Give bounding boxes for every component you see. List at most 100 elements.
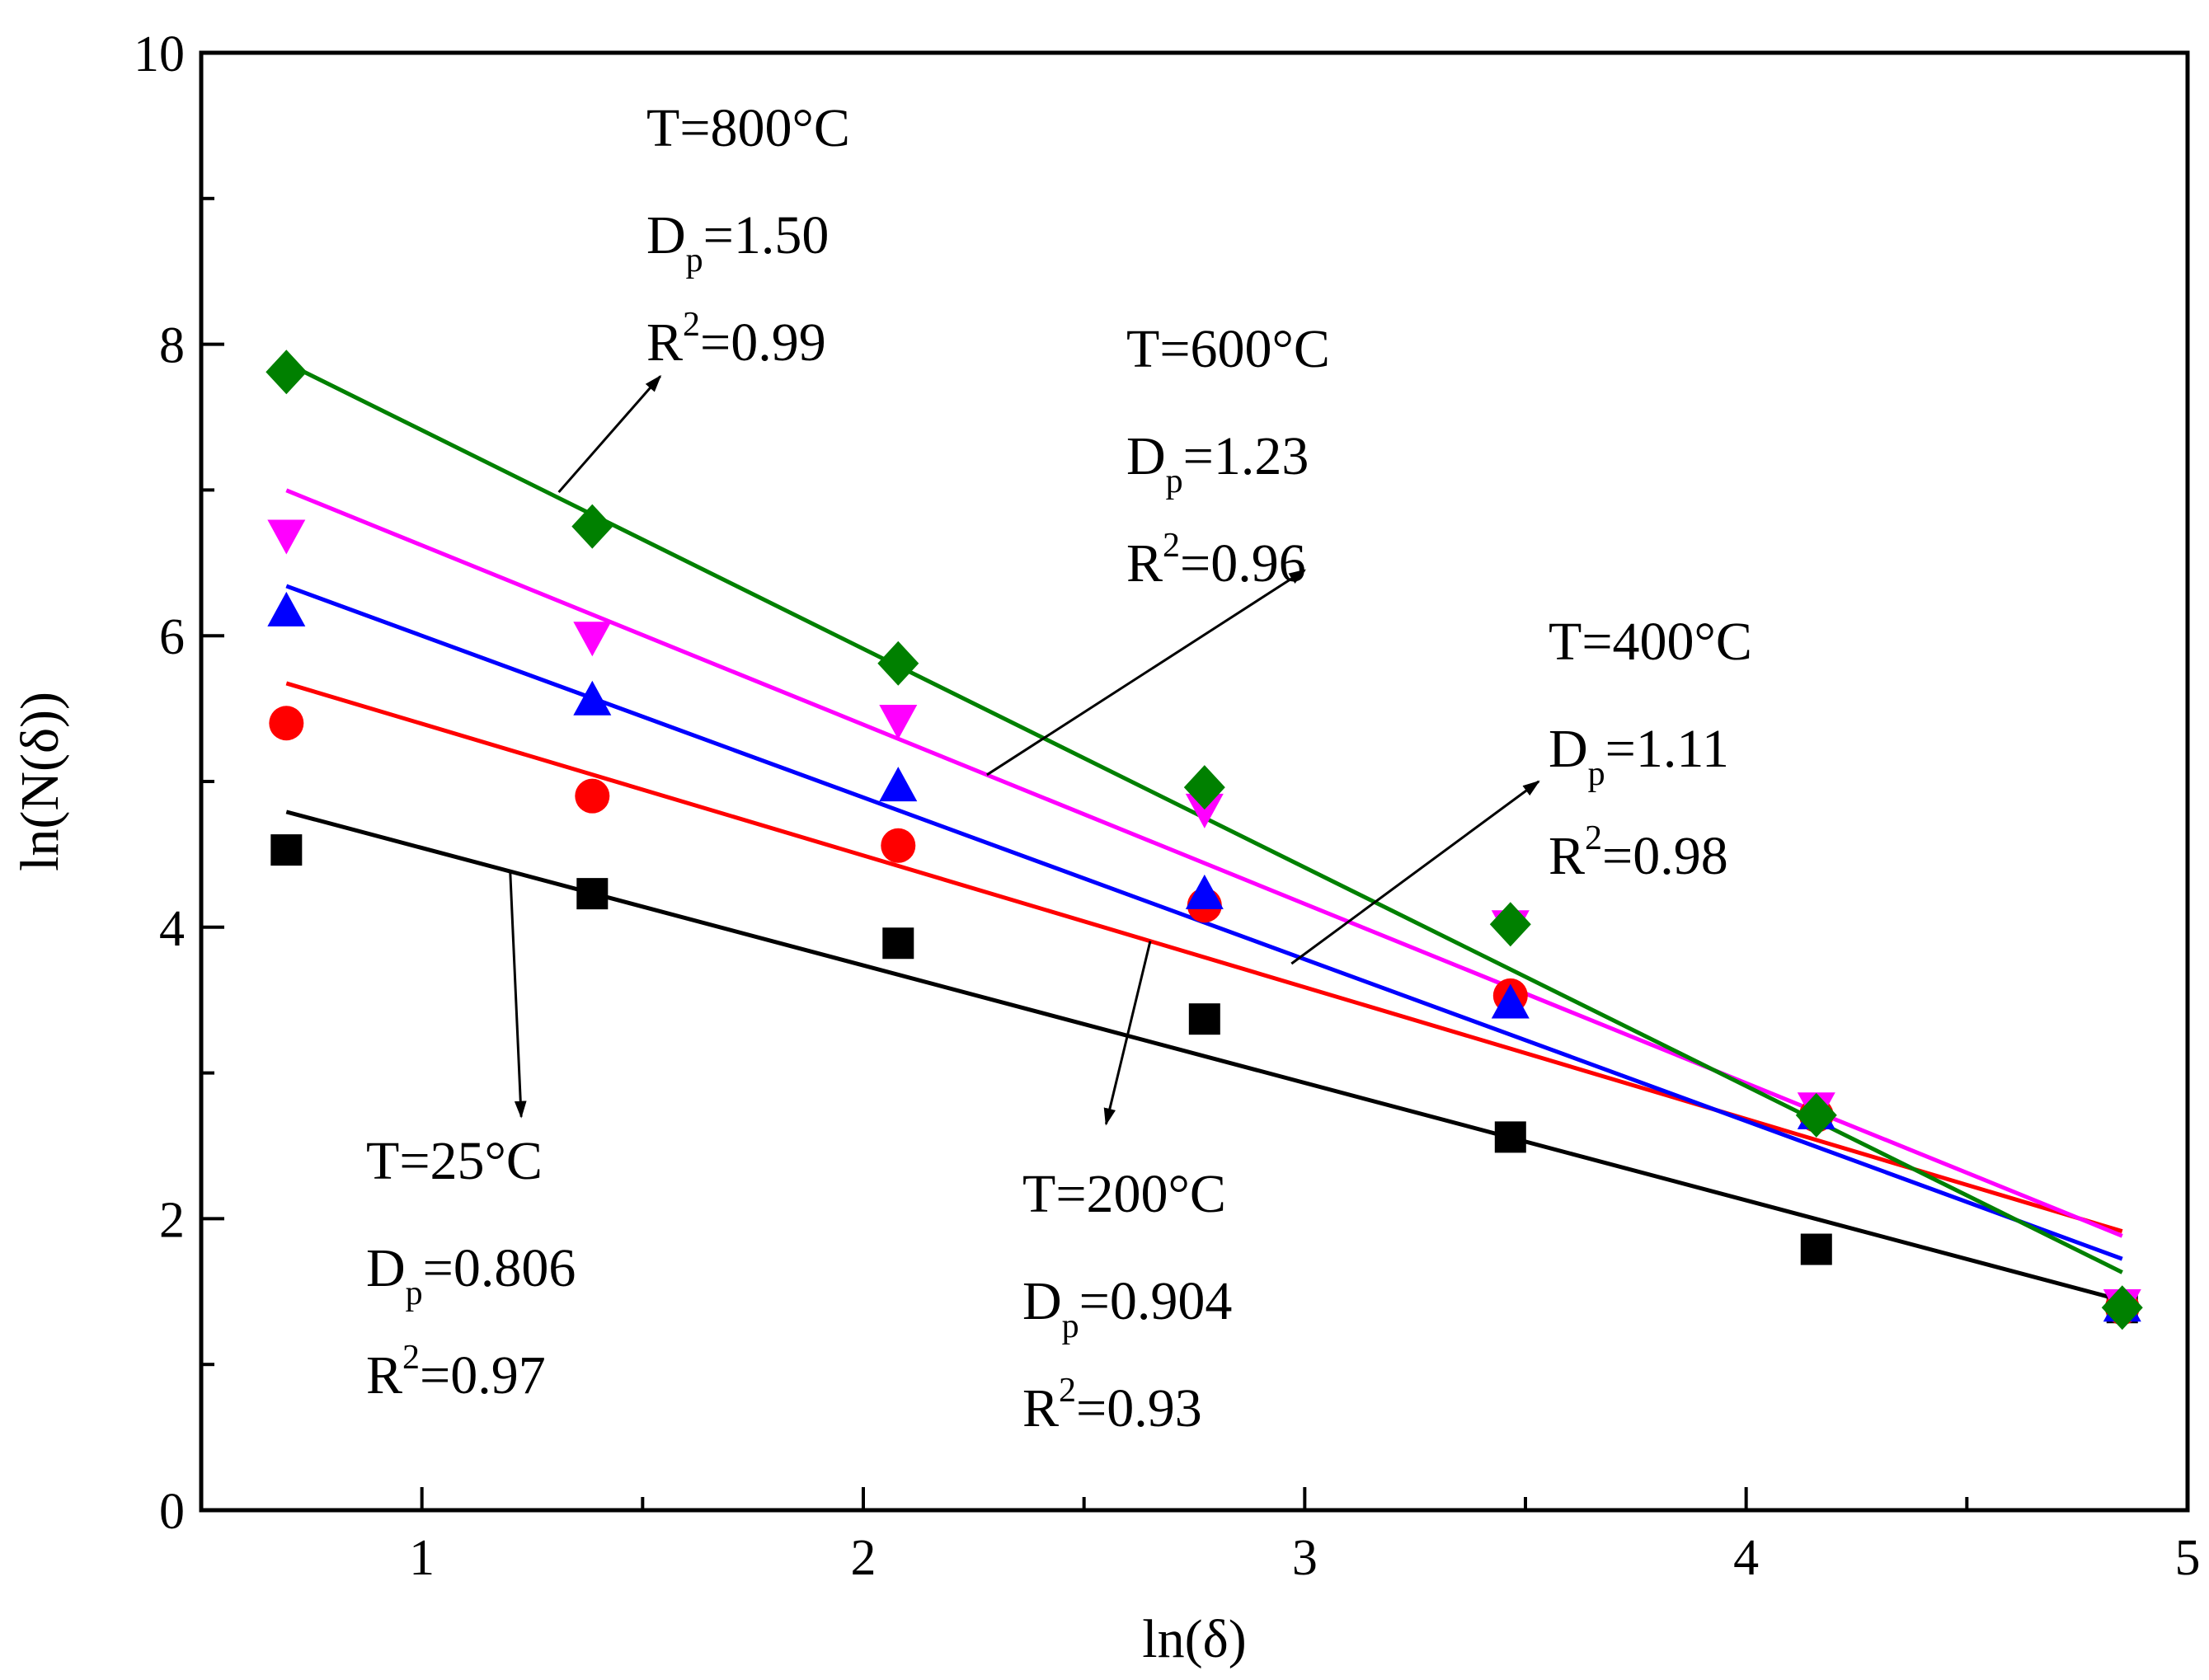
marker-s1-p4: [1188, 1003, 1220, 1035]
r2-value: =0.99: [700, 312, 826, 373]
marker-s3-p5: [1491, 983, 1530, 1019]
marker-s3-p4: [1185, 874, 1224, 909]
r2-superscript: 2: [683, 306, 700, 344]
annotation-r2: R2=0.93: [1022, 1372, 1202, 1438]
dp-subscript: p: [406, 1274, 423, 1312]
r2-symbol: R: [646, 312, 683, 373]
y-tick-label-6: 6: [159, 609, 185, 665]
dp-value: =1.23: [1183, 426, 1309, 486]
annotation-temp: T=600°C: [1126, 319, 1330, 379]
annotation-r2: R2=0.97: [366, 1339, 546, 1405]
dp-value: =0.904: [1079, 1271, 1233, 1331]
r2-symbol: R: [1022, 1378, 1059, 1438]
x-tick-label-4: 4: [1733, 1530, 1759, 1586]
dp-subscript: p: [1166, 462, 1183, 500]
marker-s4-p1: [267, 519, 306, 555]
fit-lines: [285, 361, 2123, 1302]
r2-value: =0.93: [1076, 1378, 1202, 1438]
marker-s5-p6: [1795, 1092, 1837, 1138]
dp-symbol: D: [646, 205, 686, 265]
r2-superscript: 2: [1585, 819, 1602, 857]
marker-s4-p4: [1185, 793, 1224, 828]
x-axis-title: ln(δ): [1142, 1609, 1246, 1669]
annotation-2: T=200°C Dp=0.904 R2=0.93: [1022, 1164, 1232, 1438]
annotation-arrow-3: [1290, 780, 1540, 965]
annotation-temp: T=400°C: [1549, 612, 1752, 672]
r2-symbol: R: [1549, 826, 1585, 886]
marker-s1-p5: [1494, 1121, 1526, 1153]
marker-s5-p7: [2101, 1285, 2143, 1330]
marker-s4-p3: [879, 704, 918, 739]
dp-symbol: D: [366, 1238, 406, 1298]
dp-symbol: D: [1022, 1271, 1062, 1331]
dp-symbol: D: [1549, 719, 1588, 779]
axes: 1 2 3 4 5 0 2 4 6 8 10 ln(δ) ln(N(δ)): [10, 26, 2201, 1669]
marker-s1-p1: [270, 834, 303, 866]
annotation-dp: Dp=1.23: [1126, 426, 1309, 500]
x-tick-label-1: 1: [409, 1530, 435, 1586]
marker-s5-p4: [1183, 765, 1225, 810]
r2-value: =0.96: [1180, 533, 1306, 594]
marker-s5-p2: [571, 504, 613, 549]
annotation-temp: T=200°C: [1022, 1164, 1226, 1224]
marker-s3-p1: [267, 591, 306, 626]
marker-s3-p3: [879, 767, 918, 802]
r2-value: =0.97: [420, 1345, 546, 1405]
annotation-arrow-5: [557, 374, 662, 494]
dp-value: =1.50: [703, 205, 830, 265]
annotation-r2: R2=0.96: [1126, 527, 1306, 594]
dp-subscript: p: [1062, 1307, 1079, 1345]
annotation-arrows: [509, 374, 1540, 1126]
dp-symbol: D: [1126, 426, 1166, 486]
r2-superscript: 2: [1059, 1372, 1076, 1410]
y-tick-label-10: 10: [134, 26, 185, 82]
annotation-4: T=600°C Dp=1.23 R2=0.96: [1126, 319, 1330, 594]
dp-value: =1.11: [1605, 719, 1729, 779]
marker-s2-p2: [575, 778, 610, 814]
r2-value: =0.98: [1602, 826, 1728, 886]
dp-subscript: p: [686, 242, 703, 279]
fit-line-2: [285, 681, 2123, 1234]
marker-s4-p2: [573, 622, 612, 657]
y-tick-label-8: 8: [159, 318, 185, 374]
annotation-3: T=400°C Dp=1.11 R2=0.98: [1549, 612, 1752, 886]
annotation-dp: Dp=0.806: [366, 1238, 576, 1312]
x-tick-label-2: 2: [851, 1530, 877, 1586]
annotation-arrow-4: [986, 569, 1307, 777]
marker-s3-p2: [573, 680, 612, 716]
annotation-arrow-1: [509, 871, 527, 1119]
r2-superscript: 2: [402, 1339, 420, 1377]
y-tick-label-0: 0: [159, 1484, 185, 1540]
y-tick-label-4: 4: [159, 901, 185, 957]
r2-symbol: R: [366, 1345, 402, 1405]
annotation-dp: Dp=1.50: [646, 205, 829, 279]
annotation-r2: R2=0.99: [646, 306, 826, 373]
y-tick-label-2: 2: [159, 1192, 185, 1248]
r2-symbol: R: [1126, 533, 1163, 594]
annotation-dp: Dp=0.904: [1022, 1271, 1232, 1345]
x-tick-label-3: 3: [1292, 1530, 1318, 1586]
marker-s5-p5: [1489, 902, 1531, 947]
annotation-5: T=800°C Dp=1.50 R2=0.99: [646, 98, 850, 373]
marker-s1-p3: [882, 927, 914, 960]
marker-s2-p3: [881, 828, 916, 863]
dp-subscript: p: [1588, 755, 1605, 793]
marker-s2-p1: [269, 706, 304, 741]
data-markers: [266, 350, 2143, 1330]
x-tick-label-5: 5: [2175, 1530, 2201, 1586]
r2-superscript: 2: [1163, 527, 1180, 565]
annotation-1: T=25°C Dp=0.806 R2=0.97: [366, 1131, 576, 1405]
annotations: T=25°CDp=0.806R2=0.97T=200°CDp=0.904R2=0…: [366, 98, 1752, 1438]
fit-line-4: [285, 488, 2123, 1238]
dp-value: =0.806: [423, 1238, 576, 1298]
annotation-temp: T=25°C: [366, 1131, 543, 1191]
annotation-r2: R2=0.98: [1549, 819, 1728, 886]
marker-s1-p6: [1800, 1233, 1832, 1265]
y-axis-title: ln(N(δ)): [10, 692, 70, 871]
marker-s5-p3: [877, 641, 919, 686]
marker-s5-p1: [266, 350, 308, 395]
annotation-arrow-2: [1103, 941, 1152, 1126]
annotation-temp: T=800°C: [646, 98, 850, 158]
marker-s1-p2: [576, 878, 609, 910]
